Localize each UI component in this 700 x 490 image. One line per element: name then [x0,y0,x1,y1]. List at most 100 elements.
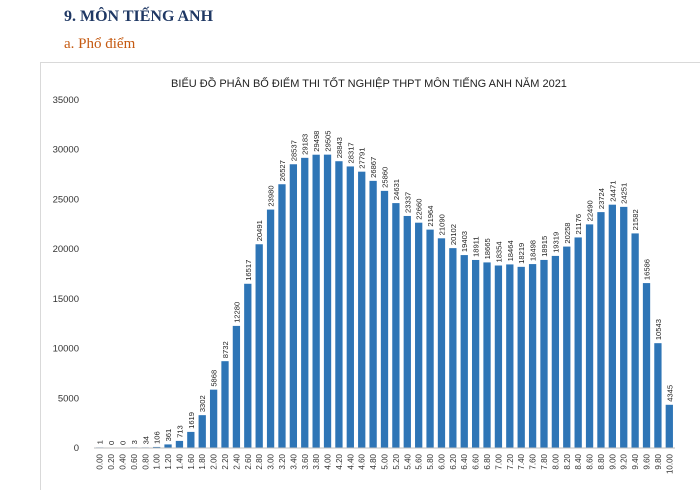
y-axis: 0 5000 10000 15000 20000 25000 30000 35000 [53,95,79,454]
bar [323,154,332,449]
x-tick-label: 1.60 [187,453,196,469]
x-tick-label: 4.20 [335,453,344,469]
x-tick-label: 8.20 [563,453,572,469]
score-distribution-chart: BIỂU ĐỒ PHÂN BỐ ĐIỂM THI TỐT NGHIỆP THPT… [53,76,675,474]
bar [369,180,377,448]
bar [494,265,503,448]
data-label: 23980 [267,185,276,206]
data-label: 23337 [403,192,412,213]
data-label: 18219 [517,243,526,264]
data-label: 25860 [381,167,390,188]
y-tick-label: 10000 [53,344,79,355]
bar [255,244,263,448]
x-axis: 0.00 0.20 0.40 0.60 0.80 1.00 1.20 1.40 1.60 1.80… [94,447,675,474]
bar [563,246,571,448]
x-tick-label: 6.80 [483,453,492,469]
x-tick-label: 7.00 [494,453,503,469]
x-tick-label: 5.80 [426,453,435,469]
x-tick-label: 6.20 [449,453,458,469]
y-tick-label: 5000 [58,393,79,404]
x-tick-label: 8.00 [551,453,560,469]
data-label: 27791 [358,148,367,169]
x-tick-label: 5.40 [403,453,412,469]
bar [654,343,662,448]
x-tick-label: 7.60 [529,453,538,469]
bar [608,204,616,448]
x-tick-label: 6.60 [472,453,481,469]
x-tick-label: 2.40 [232,453,241,469]
data-label: 20102 [449,224,458,245]
bar [426,229,434,448]
y-tick-label: 35000 [53,95,79,106]
bar [642,283,651,448]
data-label: 10543 [654,319,663,340]
bar [540,259,548,448]
data-label: 34 [141,436,150,444]
x-tick-label: 1.20 [164,453,173,469]
data-label: 12280 [232,302,241,323]
data-label: 361 [164,429,173,442]
x-tick-label: 6.40 [460,453,469,469]
data-label: 29183 [301,134,310,155]
y-tick-label: 30000 [53,145,79,156]
bar [153,446,161,448]
x-tick-label: 7.20 [506,453,515,469]
bar [289,164,298,448]
chart-frame: BIỂU ĐỒ PHÂN BỐ ĐIỂM THI TỐT NGHIỆP THPT… [40,62,700,490]
bar [631,233,639,448]
data-label: 21090 [437,214,446,235]
x-tick-label: 4.40 [346,453,355,469]
bar [597,212,605,448]
bar [517,266,525,448]
data-label: 28843 [335,137,344,158]
x-tick-label: 3.60 [301,453,310,469]
bar [528,264,537,448]
data-label: 29498 [312,131,321,152]
bar [574,237,582,448]
x-tick-label: 1.00 [153,453,162,469]
x-tick-label: 3.20 [278,453,287,469]
x-tick-label: 9.20 [620,453,629,469]
data-label: 16517 [244,260,253,281]
data-label: 18464 [506,240,515,261]
data-label: 26867 [369,157,378,178]
bar [278,184,286,448]
bar [449,248,457,448]
data-label: 106 [153,431,162,444]
x-tick-label: 8.40 [574,453,583,469]
data-label: 21582 [631,209,640,230]
bar [221,361,229,448]
x-tick-label: 3.00 [267,453,276,469]
x-tick-label: 0.00 [96,453,105,469]
y-tick-label: 20000 [53,244,79,255]
data-label: 22660 [415,199,424,220]
data-label: 8732 [221,341,230,358]
bar [585,224,594,448]
data-label: 1 [96,440,105,444]
data-label: 5868 [210,370,219,387]
x-tick-label: 4.60 [358,453,367,469]
data-label: 713 [175,425,184,438]
bar [471,259,480,448]
data-label: 24251 [620,183,629,204]
x-tick-label: 5.00 [381,453,390,469]
data-label: 18915 [540,236,549,257]
bar [164,444,172,448]
x-tick-label: 7.80 [540,453,549,469]
x-tick-label: 3.40 [289,453,298,469]
bar [665,404,673,448]
bar [392,203,400,448]
bar [244,283,252,448]
bar [415,222,423,448]
y-tick-label: 0 [74,443,79,454]
data-label: 18498 [529,240,538,261]
x-tick-label: 4.00 [324,453,333,469]
data-label: 21964 [426,205,435,226]
data-label: 3 [130,440,139,444]
data-label: 18665 [483,238,492,259]
x-tick-label: 2.60 [244,453,253,469]
x-tick-label: 0.40 [118,453,127,469]
data-label: 3302 [198,395,207,412]
x-tick-label: 3.80 [312,453,321,469]
x-tick-label: 0.60 [130,453,139,469]
